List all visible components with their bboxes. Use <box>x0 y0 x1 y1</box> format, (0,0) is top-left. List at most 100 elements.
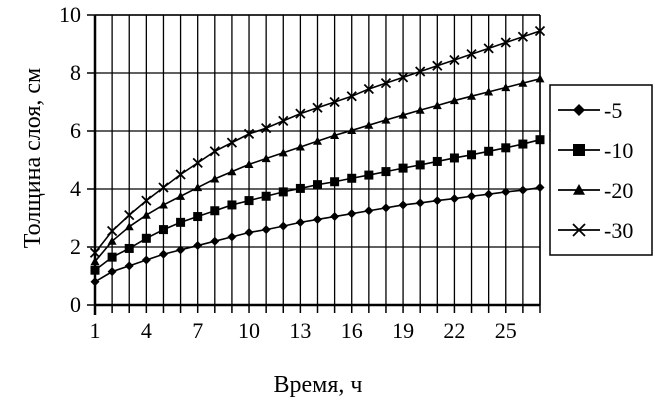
data-point <box>192 157 203 169</box>
data-point <box>261 191 271 201</box>
y-tick-label: 4 <box>70 176 81 201</box>
data-point <box>124 222 134 231</box>
data-point <box>193 183 203 192</box>
series-diamond <box>90 183 545 287</box>
data-point <box>124 243 134 253</box>
data-point <box>158 182 169 193</box>
data-point <box>432 196 442 206</box>
data-point <box>278 221 288 231</box>
data-point <box>415 160 425 170</box>
data-point <box>124 261 134 271</box>
data-point <box>449 54 460 66</box>
data-point <box>158 225 168 235</box>
data-point <box>176 191 186 200</box>
data-point <box>467 150 477 160</box>
x-tick-label: 22 <box>443 318 465 343</box>
data-point <box>176 245 186 255</box>
data-point <box>347 209 357 219</box>
data-point <box>227 167 237 176</box>
y-tick-label: 2 <box>70 234 81 259</box>
legend-label: -5 <box>604 98 622 123</box>
data-point <box>415 198 425 208</box>
data-point <box>141 195 152 206</box>
data-point <box>243 128 255 140</box>
legend-item: -10 <box>558 138 633 163</box>
data-point <box>210 174 220 183</box>
series-triangle <box>90 74 545 266</box>
x-tick-label: 7 <box>192 318 203 343</box>
data-point <box>330 177 340 187</box>
data-point <box>226 137 238 148</box>
legend-item: -20 <box>558 178 633 203</box>
data-point <box>295 217 305 227</box>
legend-item: -30 <box>558 218 633 243</box>
legend-label: -30 <box>604 218 633 243</box>
legend-label: -20 <box>604 178 633 203</box>
y-tick-label: 6 <box>70 118 81 143</box>
tick-labels: 1 4 7 10 13 16 19 22 25 0 2 4 6 8 10 <box>59 2 517 343</box>
x-tick-label: 25 <box>495 318 517 343</box>
data-point <box>330 130 340 139</box>
data-point <box>312 102 323 113</box>
data-point <box>227 200 237 210</box>
data-point <box>484 87 494 96</box>
data-point <box>432 156 442 166</box>
data-point <box>518 139 528 149</box>
data-point <box>244 196 254 206</box>
y-tick-label: 0 <box>70 292 81 317</box>
data-point <box>313 214 322 224</box>
data-point <box>363 83 374 95</box>
x-axis-title: Время, ч <box>274 372 363 398</box>
x-tick-label: 4 <box>141 318 152 343</box>
data-point <box>244 228 254 237</box>
data-point <box>141 255 151 265</box>
legend-marker <box>573 184 585 195</box>
data-point <box>193 212 203 222</box>
data-point <box>398 163 408 173</box>
data-point <box>347 125 357 135</box>
data-point <box>175 169 186 180</box>
legend: -5 -10 -20 -30 <box>549 84 653 256</box>
data-point <box>210 206 220 216</box>
data-point <box>364 170 374 180</box>
data-point <box>415 66 426 77</box>
data-point <box>210 236 220 246</box>
data-point <box>209 146 220 157</box>
data-point <box>449 153 459 163</box>
data-point <box>330 212 340 222</box>
y-tick-label: 10 <box>59 2 81 27</box>
data-point <box>141 233 151 243</box>
data-point <box>313 180 322 190</box>
data-point <box>227 232 237 242</box>
data-point <box>449 96 459 105</box>
data-point <box>518 185 528 195</box>
data-point <box>329 96 340 108</box>
data-point <box>346 91 357 102</box>
data-point <box>483 43 494 54</box>
data-point <box>467 91 477 100</box>
data-point <box>432 60 443 71</box>
data-point <box>261 154 271 163</box>
data-point <box>124 209 135 221</box>
x-tick-label: 19 <box>392 318 414 343</box>
data-point <box>107 252 117 262</box>
data-point <box>364 120 374 129</box>
data-point <box>295 108 306 119</box>
data-point <box>501 143 511 153</box>
data-point <box>518 78 528 87</box>
legend-item: -5 <box>558 98 622 123</box>
data-point <box>484 146 494 156</box>
data-point <box>295 142 305 151</box>
data-point <box>176 217 186 227</box>
data-point <box>501 187 511 197</box>
data-point <box>517 31 529 42</box>
data-point <box>381 167 391 177</box>
legend-marker <box>573 104 585 116</box>
data-point <box>415 105 425 114</box>
data-point <box>107 267 117 277</box>
legend-marker <box>572 223 586 237</box>
y-tick-label: 8 <box>70 60 81 85</box>
legend-marker <box>573 144 585 156</box>
data-point <box>141 210 151 219</box>
